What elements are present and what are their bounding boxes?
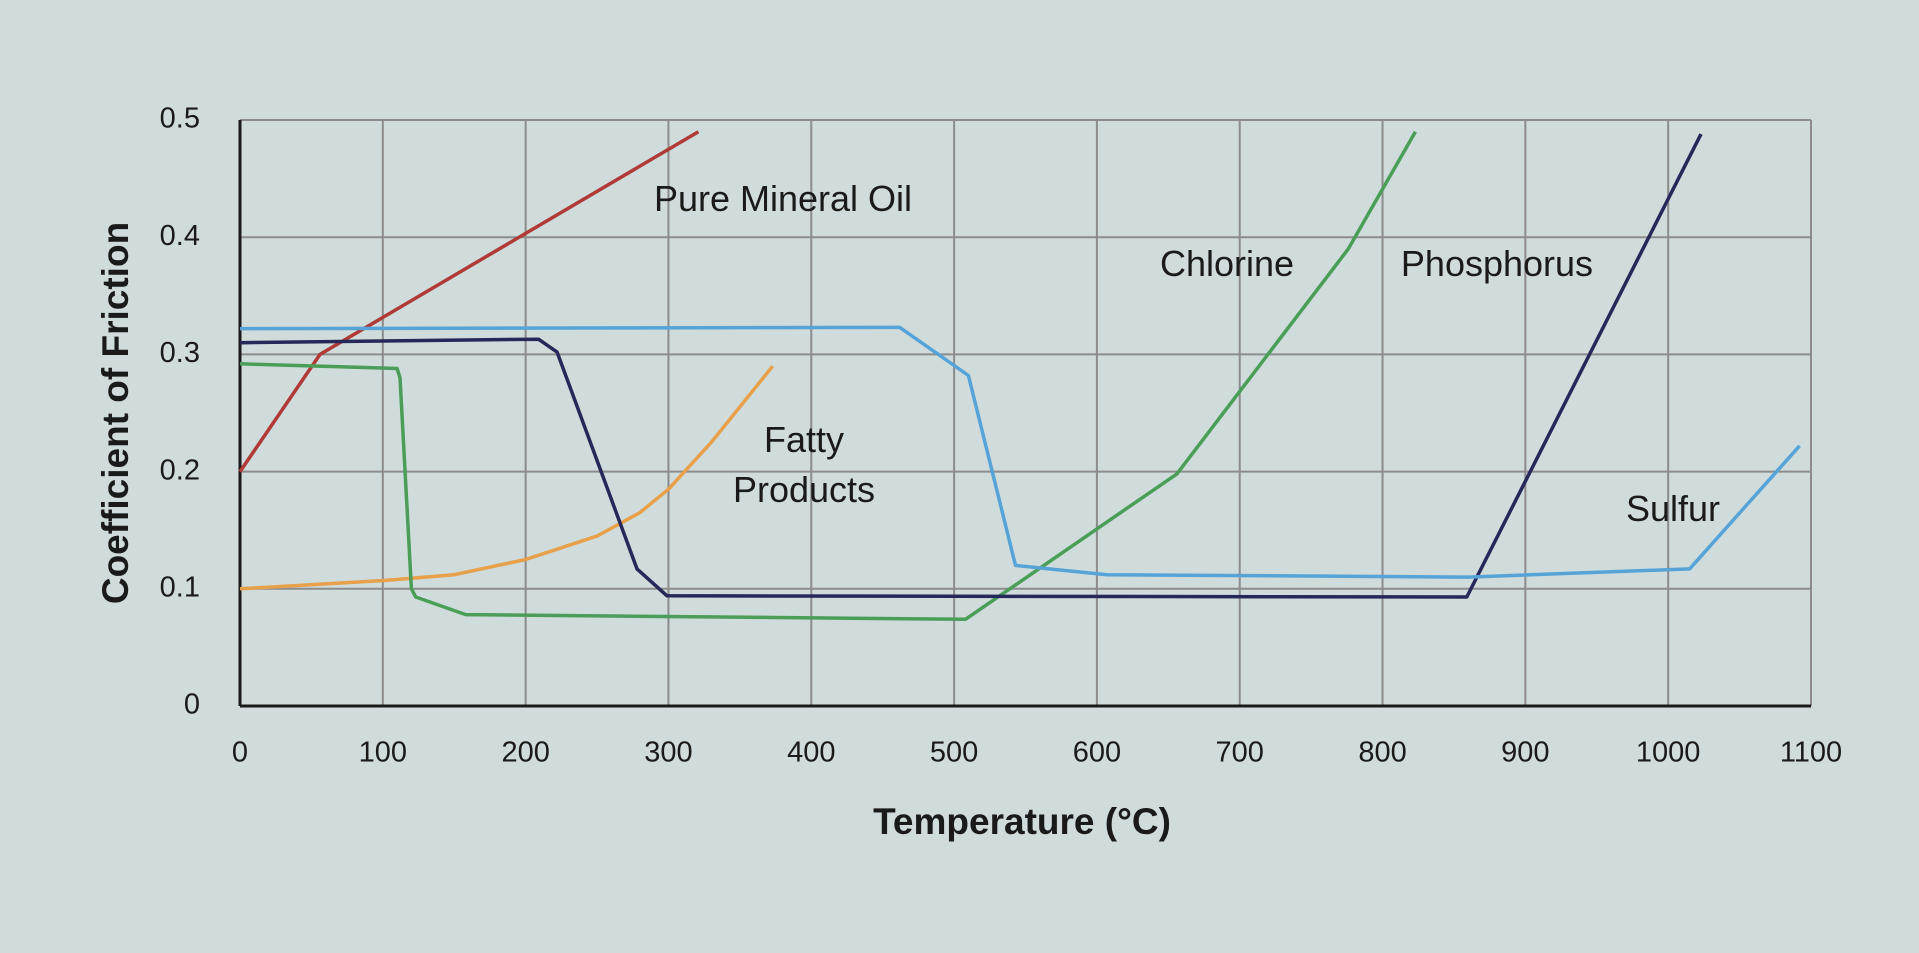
- series-line: [239, 365, 775, 591]
- y-axis-label: Coefficient of Friction: [95, 222, 136, 604]
- y-tick-label: 0.5: [160, 103, 200, 135]
- series-label: Sulfur: [1625, 488, 1721, 529]
- x-tick-label: 600: [1073, 737, 1121, 769]
- x-axis-label: Temperature (°C): [873, 801, 1171, 842]
- x-tick-label: 500: [930, 737, 978, 769]
- series-line: [238, 130, 700, 473]
- series-line: [239, 130, 1417, 622]
- series-label: Pure Mineral Oil: [653, 178, 913, 219]
- series-line: [239, 325, 1801, 579]
- y-tick-label: 0: [184, 689, 200, 721]
- x-tick-label: 1000: [1636, 737, 1701, 769]
- y-tick-label: 0.2: [160, 454, 200, 486]
- series-label: Chlorine: [1159, 243, 1295, 284]
- x-tick-label: 300: [644, 737, 692, 769]
- x-tick-label: 0: [232, 737, 248, 769]
- series-label: Fatty Products: [732, 419, 876, 510]
- x-tick-label: 800: [1358, 737, 1406, 769]
- series-line: [239, 133, 1703, 599]
- y-tick-label: 0.1: [160, 571, 200, 603]
- x-tick-label: 900: [1501, 737, 1549, 769]
- x-tick-label: 700: [1216, 737, 1264, 769]
- x-tick-label: 200: [501, 737, 549, 769]
- x-tick-label: 400: [787, 737, 835, 769]
- y-tick-label: 0.4: [160, 220, 200, 252]
- y-tick-label: 0.3: [160, 337, 200, 369]
- x-tick-label: 100: [359, 737, 407, 769]
- x-tick-label: 1100: [1780, 737, 1842, 769]
- series-label: Phosphorus: [1400, 243, 1594, 284]
